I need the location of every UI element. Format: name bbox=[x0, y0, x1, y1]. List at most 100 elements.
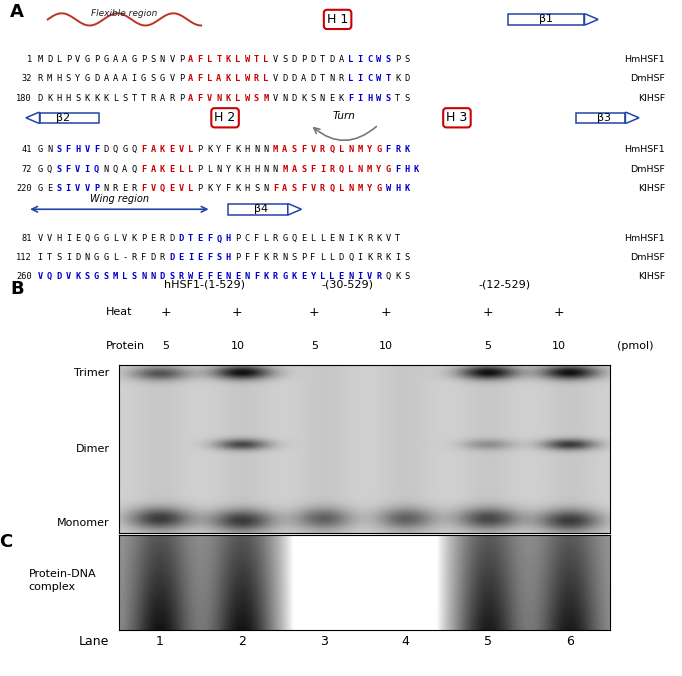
Text: V: V bbox=[151, 184, 155, 193]
Text: D: D bbox=[151, 254, 155, 262]
Text: I: I bbox=[357, 74, 363, 84]
FancyBboxPatch shape bbox=[228, 204, 288, 214]
Text: L: L bbox=[263, 235, 269, 243]
Text: L: L bbox=[113, 254, 118, 262]
Text: N: N bbox=[320, 94, 325, 103]
Text: 4: 4 bbox=[402, 635, 410, 648]
Text: K: K bbox=[263, 272, 269, 281]
Text: N: N bbox=[47, 145, 52, 154]
Text: E: E bbox=[329, 94, 334, 103]
Text: G: G bbox=[38, 164, 43, 174]
Text: A: A bbox=[339, 55, 344, 64]
Text: H: H bbox=[254, 164, 259, 174]
Text: K: K bbox=[226, 55, 231, 64]
Text: Heat: Heat bbox=[106, 308, 132, 317]
Text: H 2: H 2 bbox=[214, 112, 236, 124]
Text: D: D bbox=[38, 94, 43, 103]
Text: L: L bbox=[263, 55, 269, 64]
Text: DmHSF: DmHSF bbox=[630, 254, 665, 262]
Text: V: V bbox=[273, 55, 278, 64]
Text: V: V bbox=[122, 235, 128, 243]
Text: L: L bbox=[188, 184, 193, 193]
Text: R: R bbox=[376, 272, 381, 281]
Text: R: R bbox=[179, 272, 184, 281]
Text: N: N bbox=[263, 184, 269, 193]
Text: P: P bbox=[179, 55, 184, 64]
Text: A: A bbox=[282, 184, 287, 193]
Text: H: H bbox=[57, 94, 61, 103]
Text: C: C bbox=[367, 55, 372, 64]
Text: F: F bbox=[65, 164, 71, 174]
Text: G: G bbox=[282, 272, 287, 281]
Text: E: E bbox=[198, 272, 203, 281]
Text: A: A bbox=[122, 164, 128, 174]
Text: E: E bbox=[339, 272, 344, 281]
Text: F: F bbox=[198, 94, 203, 103]
Text: S: S bbox=[57, 184, 61, 193]
Text: Y: Y bbox=[376, 164, 381, 174]
Text: Q: Q bbox=[160, 184, 165, 193]
Text: HmHSF1: HmHSF1 bbox=[624, 55, 665, 64]
Text: K: K bbox=[395, 74, 400, 84]
Text: T: T bbox=[320, 55, 325, 64]
Text: W: W bbox=[188, 272, 193, 281]
Text: V: V bbox=[273, 94, 278, 103]
Text: 5: 5 bbox=[311, 341, 318, 351]
Text: K: K bbox=[357, 235, 363, 243]
Text: Q: Q bbox=[132, 164, 137, 174]
Text: D: D bbox=[292, 94, 297, 103]
Text: K: K bbox=[263, 254, 269, 262]
Text: A: A bbox=[301, 74, 306, 84]
Text: V: V bbox=[310, 184, 316, 193]
Text: D: D bbox=[75, 254, 80, 262]
Text: H: H bbox=[75, 145, 80, 154]
Text: A: A bbox=[151, 164, 155, 174]
FancyArrow shape bbox=[625, 112, 639, 123]
Text: M: M bbox=[367, 164, 372, 174]
Text: β1: β1 bbox=[539, 14, 552, 24]
Text: S: S bbox=[292, 254, 297, 262]
Text: M: M bbox=[357, 145, 363, 154]
Text: S: S bbox=[169, 272, 175, 281]
FancyArrow shape bbox=[26, 112, 40, 123]
Text: Q: Q bbox=[94, 164, 99, 174]
Text: K: K bbox=[367, 254, 372, 262]
Text: T: T bbox=[132, 94, 137, 103]
Text: W: W bbox=[245, 74, 250, 84]
Text: 3: 3 bbox=[320, 635, 328, 648]
Text: V: V bbox=[310, 145, 316, 154]
Text: G: G bbox=[85, 74, 90, 84]
Text: R: R bbox=[320, 145, 325, 154]
Text: G: G bbox=[94, 254, 99, 262]
Text: S: S bbox=[75, 94, 80, 103]
Text: D: D bbox=[404, 74, 410, 84]
Text: L: L bbox=[339, 184, 344, 193]
Text: E: E bbox=[198, 235, 203, 243]
Text: K: K bbox=[235, 164, 240, 174]
Text: R: R bbox=[169, 94, 175, 103]
Text: V: V bbox=[169, 74, 175, 84]
Text: Dimer: Dimer bbox=[76, 444, 110, 454]
Text: F: F bbox=[386, 145, 391, 154]
Text: Trimer: Trimer bbox=[74, 368, 110, 378]
Text: B: B bbox=[10, 280, 24, 298]
Text: N: N bbox=[263, 164, 269, 174]
Text: 220: 220 bbox=[16, 184, 32, 193]
Text: 2: 2 bbox=[238, 635, 246, 648]
Text: 112: 112 bbox=[16, 254, 32, 262]
Text: H: H bbox=[404, 164, 410, 174]
Text: N: N bbox=[216, 94, 222, 103]
Text: S: S bbox=[292, 184, 297, 193]
Text: S: S bbox=[404, 254, 410, 262]
Text: G: G bbox=[85, 55, 90, 64]
Text: V: V bbox=[169, 55, 175, 64]
Text: S: S bbox=[254, 184, 259, 193]
Text: R: R bbox=[113, 184, 118, 193]
Text: D: D bbox=[169, 235, 175, 243]
Text: I: I bbox=[188, 254, 193, 262]
Text: P: P bbox=[198, 145, 203, 154]
Text: Q: Q bbox=[329, 184, 334, 193]
Text: 1: 1 bbox=[156, 635, 164, 648]
Text: L: L bbox=[113, 235, 118, 243]
FancyBboxPatch shape bbox=[40, 112, 99, 123]
